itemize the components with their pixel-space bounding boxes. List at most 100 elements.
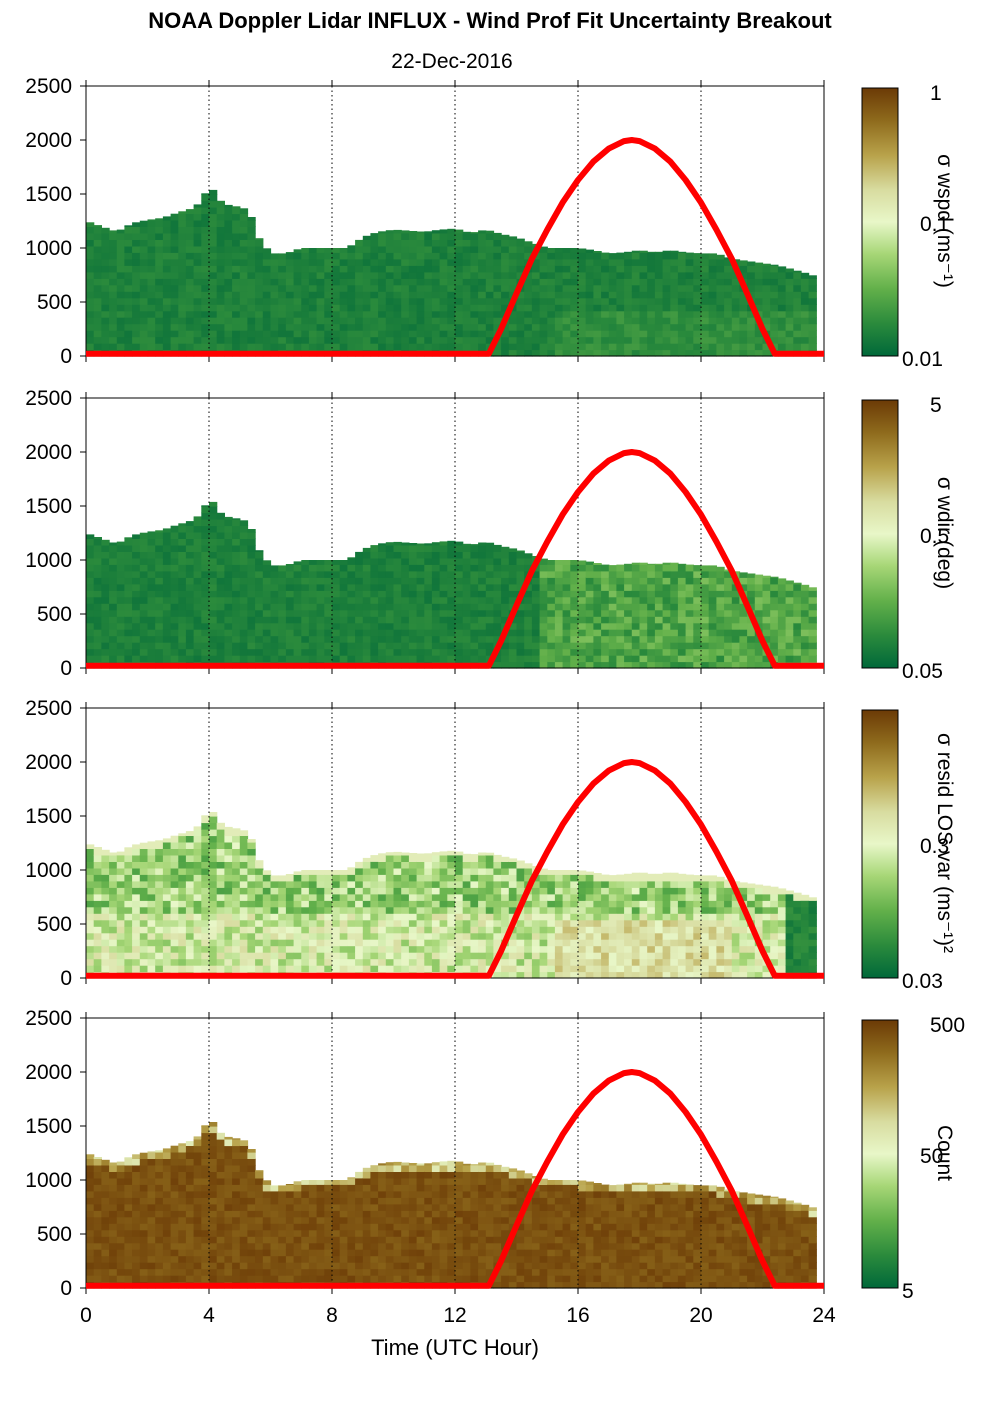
heatmap-cell xyxy=(531,635,541,643)
heatmap-cell xyxy=(724,583,733,591)
heatmap-cell xyxy=(493,291,502,299)
heatmap-cell xyxy=(224,945,233,953)
heatmap-cell xyxy=(109,900,118,908)
heatmap-cell xyxy=(278,945,287,953)
heatmap-cell xyxy=(362,893,372,901)
heatmap-cell xyxy=(385,952,395,960)
heatmap-cell xyxy=(170,310,179,318)
heatmap-cell xyxy=(362,278,372,286)
heatmap-cell xyxy=(554,603,564,611)
heatmap-cell xyxy=(255,906,264,914)
heatmap-cell xyxy=(462,874,471,882)
heatmap-cell xyxy=(132,570,141,578)
heatmap-cell xyxy=(447,583,456,591)
heatmap-cell xyxy=(524,343,533,351)
heatmap-cell xyxy=(170,525,179,533)
heatmap-cell xyxy=(547,564,556,572)
heatmap-cell xyxy=(232,518,241,520)
heatmap-cell xyxy=(101,958,110,966)
heatmap-cell xyxy=(578,919,587,927)
heatmap-cell xyxy=(439,655,448,663)
heatmap-cell xyxy=(554,870,564,875)
heatmap-cell xyxy=(785,635,794,643)
heatmap-cell xyxy=(239,887,249,895)
heatmap-cell xyxy=(185,317,195,325)
heatmap-cell xyxy=(185,609,195,617)
heatmap-cell xyxy=(193,213,202,221)
heatmap-cell xyxy=(677,590,687,598)
heatmap-cell xyxy=(93,252,102,260)
heatmap-cell xyxy=(616,323,625,331)
heatmap-cell xyxy=(416,590,425,598)
heatmap-cell xyxy=(470,596,479,604)
heatmap-cell xyxy=(232,965,241,973)
heatmap-cell xyxy=(293,603,302,611)
heatmap-cell xyxy=(193,564,202,572)
heatmap-cell xyxy=(616,343,625,351)
heatmap-cell xyxy=(239,330,249,338)
heatmap-cell xyxy=(178,629,187,637)
heatmap-cell xyxy=(247,952,256,960)
heatmap-cell xyxy=(93,226,102,234)
heatmap-cell xyxy=(770,590,779,598)
heatmap-cell xyxy=(547,945,556,953)
heatmap-cell xyxy=(109,616,118,624)
heatmap-cell xyxy=(800,278,810,286)
heatmap-cell xyxy=(385,583,395,591)
heatmap-cell xyxy=(631,616,641,624)
heatmap-cell xyxy=(616,304,625,312)
heatmap-cell xyxy=(370,880,379,888)
heatmap-cell xyxy=(270,648,279,656)
heatmap-cell xyxy=(355,323,364,331)
heatmap-cell xyxy=(378,622,387,630)
heatmap-cell xyxy=(608,622,618,630)
heatmap-cell xyxy=(216,317,225,325)
heatmap-cell xyxy=(132,958,141,966)
heatmap-cell xyxy=(547,349,556,357)
heatmap-cell xyxy=(547,622,556,630)
heatmap-cell xyxy=(616,932,625,940)
heatmap-cell xyxy=(355,655,364,663)
heatmap-cell xyxy=(362,648,372,656)
heatmap-cell xyxy=(170,648,179,656)
heatmap-cell xyxy=(578,310,587,318)
heatmap-cell xyxy=(408,583,418,591)
heatmap-cell xyxy=(777,278,787,286)
heatmap-cell xyxy=(185,291,195,299)
heatmap-cell xyxy=(785,622,794,630)
heatmap-cell xyxy=(147,609,156,617)
heatmap-cell xyxy=(293,336,302,344)
heatmap-cell xyxy=(239,551,249,559)
heatmap-cell xyxy=(424,252,433,260)
heatmap-cell xyxy=(170,642,179,650)
heatmap-cell xyxy=(554,317,564,325)
heatmap-cell xyxy=(408,596,418,604)
heatmap-cell xyxy=(232,952,241,960)
heatmap-cell xyxy=(162,635,172,643)
heatmap-cell xyxy=(401,939,410,947)
heatmap-cell xyxy=(147,219,156,221)
heatmap-cell xyxy=(654,310,664,318)
heatmap-cell xyxy=(101,343,110,351)
heatmap-cell xyxy=(462,583,471,591)
heatmap-cell xyxy=(631,880,641,888)
heatmap-cell xyxy=(101,854,110,862)
heatmap-cell xyxy=(86,648,95,656)
heatmap-cell xyxy=(578,596,587,604)
heatmap-cell xyxy=(201,829,210,837)
heatmap-cell xyxy=(209,841,218,849)
heatmap-cell xyxy=(308,310,318,318)
heatmap-cell xyxy=(677,635,687,643)
heatmap-cell xyxy=(324,278,333,286)
heatmap-cell xyxy=(270,616,279,624)
heatmap-cell xyxy=(401,564,410,572)
heatmap-cell xyxy=(416,544,425,552)
heatmap-cell xyxy=(93,590,102,598)
heatmap-cell xyxy=(185,304,195,312)
heatmap-cell xyxy=(262,906,272,914)
heatmap-cell xyxy=(447,330,456,338)
heatmap-cell xyxy=(124,919,133,927)
heatmap-cell xyxy=(262,952,272,960)
heatmap-cell xyxy=(508,330,518,338)
heatmap-cell xyxy=(178,317,187,325)
